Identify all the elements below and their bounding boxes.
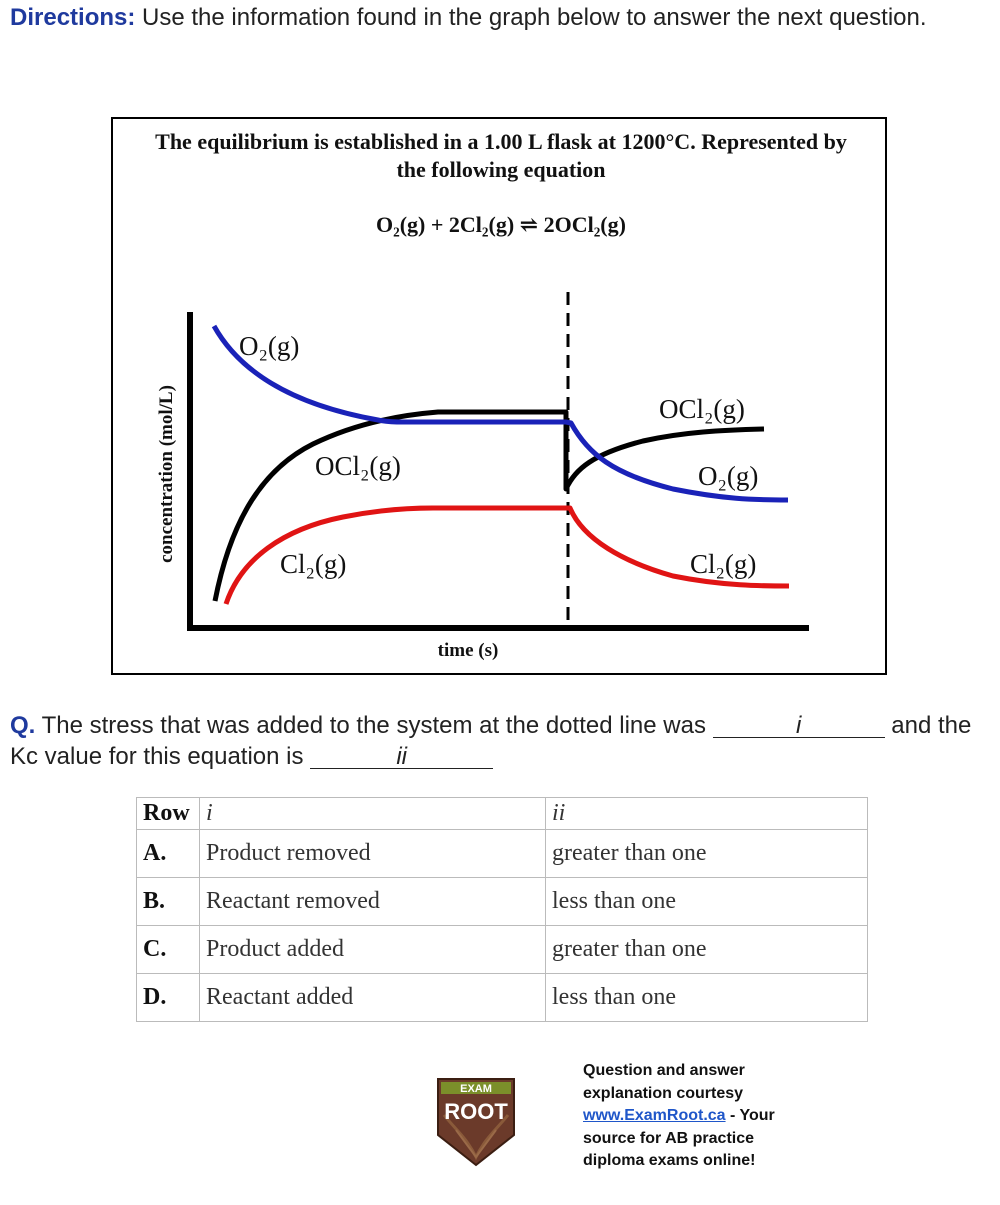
cell-ii: greater than one <box>545 925 868 974</box>
table-row[interactable]: A. Product removed greater than one <box>136 829 868 878</box>
label-o2-before: O₂(g) <box>239 331 299 361</box>
examroot-logo[interactable]: EXAM ROOT <box>436 1075 516 1172</box>
cell-ii: less than one <box>545 877 868 926</box>
cell-i: Product added <box>199 925 546 974</box>
x-axis-label: time (s) <box>438 640 499 661</box>
header-row: Row <box>136 797 200 830</box>
table-row[interactable]: C. Product added greater than one <box>136 925 868 974</box>
examroot-shield-icon: EXAM ROOT <box>437 1078 515 1167</box>
cell-i: Product removed <box>199 829 546 878</box>
graph-title-line2: the following equation <box>396 157 605 182</box>
cell-ii: greater than one <box>545 829 868 878</box>
directions: Directions: Use the information found in… <box>10 2 970 33</box>
label-ocl2-before: OCl₂(g) <box>315 451 401 481</box>
table-header-row: Row i ii <box>136 797 868 830</box>
logo-top-text: EXAM <box>460 1083 492 1095</box>
answer-table: Row i ii A. Product removed greater than… <box>136 797 868 1022</box>
graph-equation: O₂(g) + 2Cl₂(g) ⇌ 2OCl₂(g) <box>376 212 626 237</box>
directions-text: Use the information found in the graph b… <box>142 4 927 31</box>
label-cl2-after: Cl₂(g) <box>690 549 756 579</box>
cell-i: Reactant added <box>199 973 546 1022</box>
graph-figure: The equilibrium is established in a 1.00… <box>111 117 887 675</box>
courtesy-line2: - Your source for AB practice diploma ex… <box>583 1107 775 1169</box>
table-row[interactable]: D. Reactant added less than one <box>136 973 868 1022</box>
row-label: C. <box>136 925 200 974</box>
label-cl2-before: Cl₂(g) <box>280 549 346 579</box>
directions-label: Directions: <box>10 4 136 31</box>
label-o2-after: O₂(g) <box>698 461 758 491</box>
row-label: D. <box>136 973 200 1022</box>
cell-ii: less than one <box>545 973 868 1022</box>
examroot-link[interactable]: www.ExamRoot.ca <box>583 1107 726 1124</box>
graph-title-line1: The equilibrium is established in a 1.00… <box>155 129 847 154</box>
label-ocl2-after: OCl₂(g) <box>659 394 745 424</box>
question-text-part1: The stress that was added to the system … <box>41 712 706 739</box>
courtesy-note: Question and answer explanation courtesy… <box>583 1060 783 1173</box>
series-line-o2 <box>211 324 789 503</box>
graph-svg: The equilibrium is established in a 1.00… <box>155 129 847 661</box>
row-label: B. <box>136 877 200 926</box>
question: Q. The stress that was added to the syst… <box>10 710 995 772</box>
logo-bottom-text: ROOT <box>444 1099 508 1124</box>
question-label: Q. <box>10 712 36 739</box>
answer-blank-i: i <box>712 714 885 738</box>
question-text-part2: and the Kc value for this equation is <box>10 712 972 770</box>
series-line-ocl2 <box>212 409 765 602</box>
header-i: i <box>199 797 546 830</box>
table-row[interactable]: B. Reactant removed less than one <box>136 877 868 926</box>
y-axis-label: concentration (mol/L) <box>156 385 177 563</box>
series-line-cl2 <box>223 505 790 605</box>
row-label: A. <box>136 829 200 878</box>
answer-blank-ii: ii <box>310 745 494 769</box>
cell-i: Reactant removed <box>199 877 546 926</box>
courtesy-line1: Question and answer explanation courtesy <box>583 1062 745 1102</box>
header-ii: ii <box>545 797 868 830</box>
